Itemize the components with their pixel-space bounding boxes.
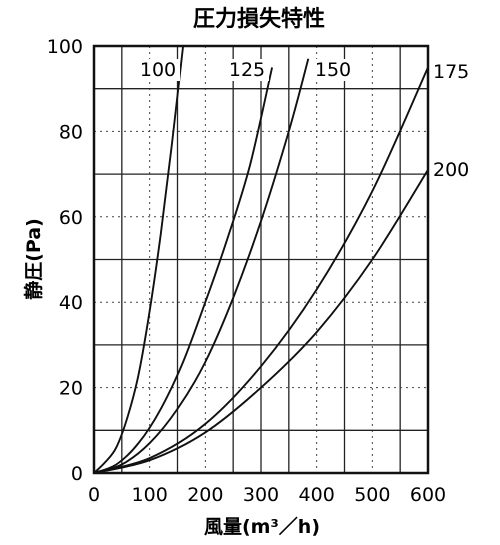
- x-tick-label: 600: [410, 484, 446, 506]
- x-tick-label: 200: [187, 484, 223, 506]
- x-tick-label: 100: [132, 484, 168, 506]
- y-tick-label: 100: [47, 36, 83, 58]
- x-axis-label: 風量(m³／h): [204, 515, 320, 538]
- tick-labels: 0 100 200 300 400 500 600 0 20 40 60 80 100: [47, 36, 446, 506]
- series-label-200: 200: [433, 159, 469, 181]
- curve-125: [94, 67, 274, 473]
- y-tick-label: 40: [59, 292, 83, 314]
- x-tick-label: 300: [243, 484, 279, 506]
- series-label-background: [311, 59, 355, 81]
- curves: [94, 46, 428, 473]
- x-tick-label: 500: [354, 484, 390, 506]
- series-label-background: [136, 59, 180, 81]
- y-tick-label: 60: [59, 207, 83, 229]
- x-tick-label: 400: [299, 484, 335, 506]
- series-labels: 100 125 150 175 200: [136, 59, 469, 181]
- curve-100: [94, 46, 185, 473]
- series-label-100: 100: [140, 59, 176, 81]
- y-axis-label: 静圧(Pa): [22, 218, 45, 300]
- grid: [94, 46, 428, 473]
- curve-175: [94, 67, 428, 473]
- series-label-background: [225, 59, 269, 81]
- plot-frame: [92, 44, 430, 475]
- series-label-175: 175: [433, 61, 469, 83]
- series-label-150: 150: [315, 59, 351, 81]
- curve-150: [94, 58, 310, 473]
- x-tick-label: 0: [88, 484, 100, 506]
- curve-200: [94, 169, 428, 473]
- y-tick-label: 20: [59, 378, 83, 400]
- y-tick-label: 0: [71, 463, 83, 485]
- y-tick-label: 80: [59, 121, 83, 143]
- series-label-125: 125: [229, 59, 265, 81]
- chart-title: 圧力損失特性: [193, 6, 325, 32]
